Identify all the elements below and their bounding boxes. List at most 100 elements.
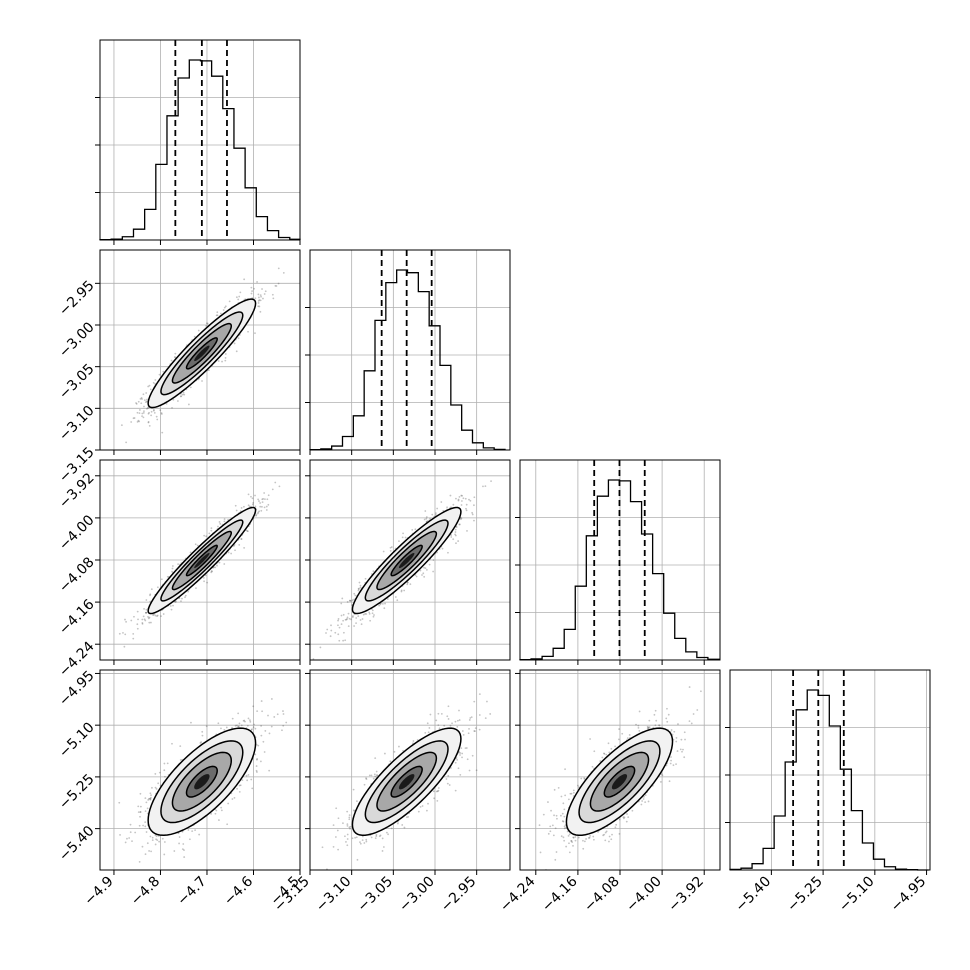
sample-point bbox=[458, 523, 461, 526]
sample-point bbox=[259, 310, 262, 313]
sample-point bbox=[342, 639, 345, 642]
sample-point bbox=[371, 612, 374, 615]
sample-point bbox=[243, 505, 245, 508]
sample-point bbox=[460, 504, 463, 506]
sample-point bbox=[389, 549, 392, 552]
sample-point bbox=[240, 507, 243, 509]
sample-point bbox=[250, 286, 253, 289]
sample-point bbox=[398, 540, 400, 542]
sample-point bbox=[325, 632, 327, 634]
sample-point bbox=[454, 531, 457, 533]
sample-point bbox=[457, 498, 460, 501]
sample-point bbox=[223, 563, 226, 565]
sample-point bbox=[237, 337, 240, 340]
sample-point bbox=[414, 528, 417, 531]
sample-point bbox=[450, 506, 452, 509]
sample-point bbox=[282, 271, 285, 274]
sample-point bbox=[224, 305, 227, 308]
sample-point bbox=[357, 615, 360, 618]
sample-point bbox=[234, 504, 237, 507]
sample-point bbox=[216, 314, 219, 317]
sample-point bbox=[152, 614, 155, 616]
sample-point bbox=[326, 628, 329, 631]
sample-point bbox=[222, 309, 225, 311]
sample-point bbox=[409, 583, 412, 586]
sample-point bbox=[145, 612, 147, 614]
sample-point bbox=[240, 538, 243, 540]
sample-point bbox=[371, 609, 374, 612]
sample-point bbox=[465, 507, 467, 510]
sample-point bbox=[352, 615, 354, 617]
sample-point bbox=[218, 521, 221, 523]
sample-point bbox=[136, 623, 139, 626]
sample-point bbox=[147, 385, 150, 388]
sample-point bbox=[424, 510, 427, 512]
sample-point bbox=[172, 398, 175, 401]
sample-point bbox=[359, 584, 362, 587]
sample-point bbox=[373, 614, 375, 616]
sample-point bbox=[260, 295, 262, 298]
sample-point bbox=[174, 352, 177, 355]
sample-point bbox=[171, 565, 174, 567]
sample-point bbox=[149, 593, 152, 596]
sample-point bbox=[246, 530, 249, 532]
scatter-panel-3-0 bbox=[95, 669, 301, 875]
sample-point bbox=[162, 370, 165, 373]
sample-point bbox=[350, 618, 352, 621]
sample-point bbox=[239, 291, 242, 294]
sample-point bbox=[361, 618, 364, 620]
sample-point bbox=[147, 421, 150, 424]
histogram-panel-2 bbox=[515, 459, 721, 665]
sample-point bbox=[351, 599, 354, 602]
sample-point bbox=[154, 773, 157, 775]
sample-point bbox=[208, 532, 211, 535]
sample-point bbox=[340, 614, 343, 617]
sample-point bbox=[212, 566, 215, 569]
sample-point bbox=[267, 494, 270, 497]
sample-point bbox=[184, 596, 186, 599]
sample-point bbox=[266, 498, 269, 501]
sample-point bbox=[130, 619, 133, 622]
sample-point bbox=[124, 618, 126, 621]
sample-point bbox=[400, 590, 403, 593]
sample-point bbox=[400, 589, 403, 592]
sample-point bbox=[379, 603, 382, 606]
sample-point bbox=[337, 624, 339, 627]
sample-point bbox=[254, 297, 257, 300]
sample-point bbox=[458, 523, 461, 526]
sample-point bbox=[232, 545, 235, 547]
sample-point bbox=[195, 587, 197, 590]
sample-point bbox=[421, 574, 423, 576]
sample-point bbox=[406, 581, 409, 584]
sample-point bbox=[473, 504, 475, 507]
sample-point bbox=[205, 325, 208, 327]
sample-point bbox=[133, 417, 136, 419]
sample-point bbox=[118, 632, 121, 635]
sample-point bbox=[423, 566, 425, 569]
sample-point bbox=[329, 635, 332, 638]
sample-point bbox=[423, 518, 426, 521]
sample-point bbox=[137, 618, 139, 621]
sample-point bbox=[217, 360, 220, 362]
sample-point bbox=[122, 631, 124, 634]
sample-point bbox=[369, 619, 372, 622]
sample-point bbox=[220, 312, 222, 315]
sample-point bbox=[294, 456, 296, 458]
sample-point bbox=[235, 350, 238, 353]
sample-point bbox=[446, 506, 448, 509]
sample-point bbox=[133, 615, 135, 618]
sample-point bbox=[180, 600, 182, 602]
sample-point bbox=[224, 359, 227, 362]
sample-point bbox=[152, 408, 155, 411]
sample-point bbox=[357, 587, 360, 590]
sample-point bbox=[275, 285, 278, 287]
sample-point bbox=[372, 615, 375, 618]
sample-point bbox=[466, 530, 468, 532]
sample-point bbox=[171, 567, 174, 570]
sample-point bbox=[464, 497, 467, 500]
sample-point bbox=[204, 574, 207, 577]
sample-point bbox=[143, 410, 145, 413]
sample-point bbox=[264, 290, 267, 293]
sample-point bbox=[184, 594, 187, 597]
sample-point bbox=[136, 627, 139, 630]
